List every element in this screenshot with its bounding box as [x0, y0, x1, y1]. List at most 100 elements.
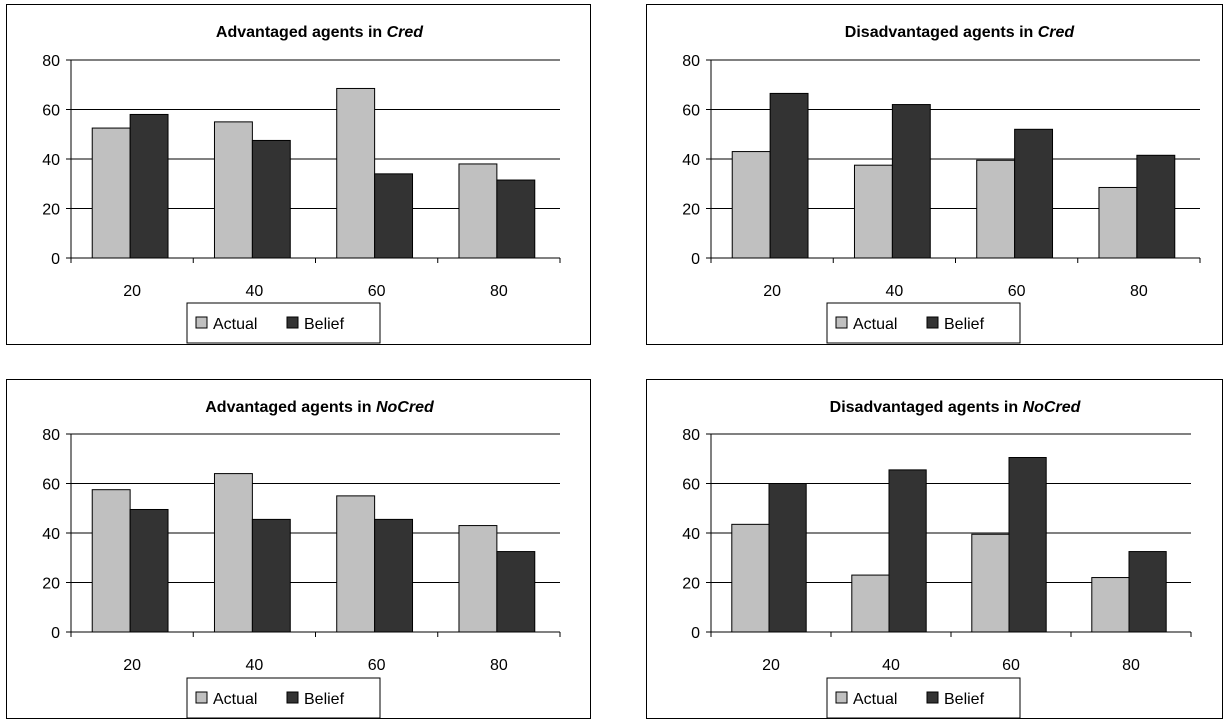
bar-actual — [336, 87, 376, 259]
legend-swatch-actual — [195, 691, 208, 704]
chart-svg: Advantaged agents in NoCred 0 20 40 60 80 20 40… — [42, 399, 561, 719]
bar-actual — [1091, 577, 1130, 633]
chart-title-text: Disadvantaged agents in — [830, 399, 1023, 416]
chart-title: Disadvantaged agents in NoCred — [830, 399, 1082, 416]
x-tick-label: 80 — [1130, 283, 1148, 300]
legend: Actual Belief — [826, 302, 1021, 344]
x-tick-label: 60 — [1008, 283, 1026, 300]
chart-title-emphasis: NoCred — [376, 399, 435, 416]
y-tick-label: 60 — [682, 103, 700, 120]
y-tick-label: 40 — [42, 152, 60, 169]
bar-belief — [374, 518, 414, 633]
chart-title-emphasis: Cred — [1038, 24, 1076, 41]
bar-belief — [496, 179, 536, 259]
bar-belief — [251, 518, 291, 633]
x-tick-label: 40 — [245, 657, 263, 674]
bar-actual — [458, 163, 498, 259]
x-tick-label: 20 — [763, 283, 781, 300]
x-tick-label: 40 — [882, 657, 900, 674]
chart-title-emphasis: NoCred — [1023, 399, 1082, 416]
chart-title: Advantaged agents in NoCred — [205, 399, 435, 416]
y-tick-label: 0 — [691, 251, 700, 268]
bar-actual — [731, 151, 771, 259]
y-tick-label: 0 — [691, 625, 700, 642]
chart-title-text: Disadvantaged agents in — [845, 24, 1038, 41]
legend-label-actual: Actual — [213, 316, 257, 333]
y-tick-label: 0 — [51, 251, 60, 268]
bar-actual — [976, 159, 1016, 259]
bar-belief — [1014, 128, 1054, 259]
legend-swatch-belief — [926, 691, 939, 704]
bar-belief — [769, 92, 809, 259]
y-tick-label: 60 — [682, 477, 700, 494]
y-tick-label: 20 — [682, 576, 700, 593]
bar-actual — [336, 495, 376, 633]
legend-box — [186, 302, 381, 344]
legend: Actual Belief — [186, 302, 381, 344]
chart-svg: Disadvantaged agents in Cred 0 20 40 60 80 20 4… — [682, 24, 1201, 344]
y-tick-label: 80 — [682, 53, 700, 70]
bar-actual — [213, 121, 253, 259]
bar-actual — [458, 525, 498, 633]
bar-belief — [1136, 154, 1176, 259]
bar-belief — [374, 173, 414, 259]
y-tick-label: 20 — [682, 202, 700, 219]
bar-actual — [731, 523, 770, 633]
bar-belief — [888, 469, 927, 633]
x-tick-label: 60 — [1002, 657, 1020, 674]
legend: Actual Belief — [826, 677, 1021, 719]
chart-panel-disadvantaged-cred: Disadvantaged agents in Cred 0 20 40 60 80 20 4… — [646, 4, 1223, 345]
x-tick-label: 80 — [1122, 657, 1140, 674]
legend-swatch-belief — [286, 691, 299, 704]
legend-swatch-belief — [286, 316, 299, 329]
bar-belief — [129, 508, 169, 633]
x-tick-label: 40 — [885, 283, 903, 300]
chart-svg: Disadvantaged agents in NoCred 0 20 40 60 80 2… — [682, 399, 1192, 719]
x-tick-label: 20 — [123, 657, 141, 674]
bar-actual — [971, 533, 1010, 633]
bar-belief — [891, 104, 931, 259]
x-tick-label: 60 — [368, 657, 386, 674]
bar-actual — [851, 574, 890, 633]
x-tick-label: 60 — [368, 283, 386, 300]
legend: Actual Belief — [186, 677, 381, 719]
y-tick-label: 80 — [42, 53, 60, 70]
y-tick-label: 0 — [51, 625, 60, 642]
legend-label-belief: Belief — [944, 316, 985, 333]
y-tick-label: 80 — [42, 427, 60, 444]
y-tick-label: 80 — [682, 427, 700, 444]
x-tick-label: 80 — [490, 657, 508, 674]
legend-swatch-actual — [835, 691, 848, 704]
y-tick-label: 20 — [42, 202, 60, 219]
legend-swatch-actual — [195, 316, 208, 329]
chart-title-emphasis: Cred — [387, 24, 425, 41]
chart-panel-advantaged-cred: Advantaged agents in Cred 0 20 40 60 80 20 40 60… — [6, 4, 591, 345]
bar-actual — [91, 489, 131, 633]
legend-box — [826, 302, 1021, 344]
y-tick-label: 60 — [42, 477, 60, 494]
legend-swatch-belief — [926, 316, 939, 329]
chart-title-text: Advantaged agents in — [205, 399, 376, 416]
y-tick-label: 20 — [42, 576, 60, 593]
bar-actual — [1098, 186, 1138, 259]
bar-actual — [853, 164, 893, 259]
bar-belief — [1008, 457, 1047, 633]
x-tick-label: 40 — [245, 283, 263, 300]
y-tick-label: 60 — [42, 103, 60, 120]
legend-label-belief: Belief — [304, 316, 345, 333]
chart-title-text: Advantaged agents in — [216, 24, 387, 41]
bar-belief — [129, 113, 169, 259]
bar-belief — [768, 483, 807, 633]
legend-label-belief: Belief — [944, 691, 985, 708]
y-tick-label: 40 — [682, 152, 700, 169]
legend-box — [186, 677, 381, 719]
x-tick-label: 80 — [490, 283, 508, 300]
x-tick-label: 20 — [762, 657, 780, 674]
chart-title: Disadvantaged agents in Cred — [845, 24, 1076, 41]
chart-panel-disadvantaged-nocred: Disadvantaged agents in NoCred 0 20 40 60 80 2… — [646, 379, 1223, 719]
chart-panel-advantaged-nocred: Advantaged agents in NoCred 0 20 40 60 80 20 40… — [6, 379, 591, 719]
y-tick-label: 40 — [42, 526, 60, 543]
legend-label-belief: Belief — [304, 691, 345, 708]
bar-belief — [251, 139, 291, 259]
legend-swatch-actual — [835, 316, 848, 329]
